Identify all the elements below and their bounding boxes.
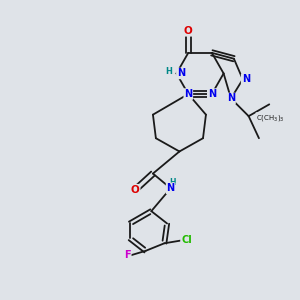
Text: N: N (167, 183, 175, 193)
Text: F: F (124, 250, 131, 260)
Text: N: N (177, 68, 185, 78)
Text: O: O (184, 26, 193, 36)
Text: N: N (242, 74, 250, 84)
Text: H: H (169, 178, 175, 188)
Text: C(CH$_3$)$_3$: C(CH$_3$)$_3$ (256, 112, 285, 123)
Text: N: N (227, 94, 235, 103)
Text: N: N (208, 89, 216, 99)
Text: H: H (165, 68, 172, 76)
Text: O: O (131, 185, 140, 195)
Text: Cl: Cl (181, 236, 192, 245)
Text: N: N (184, 89, 192, 99)
